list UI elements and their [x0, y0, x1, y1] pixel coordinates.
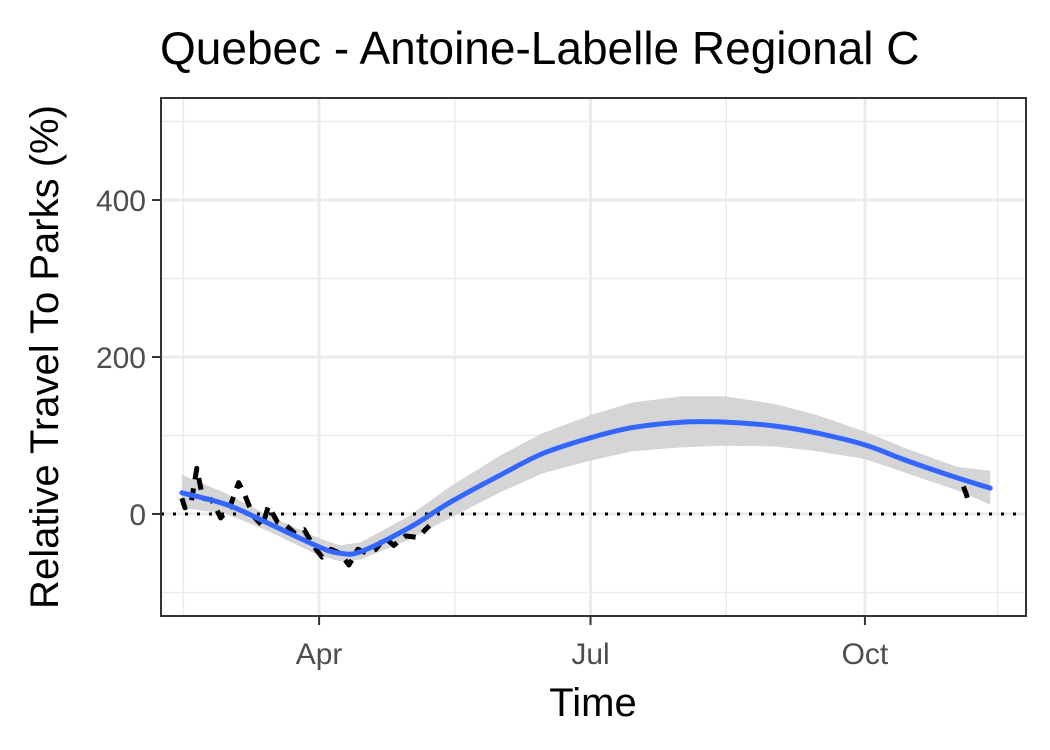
y-tick-label: 200 [96, 342, 146, 375]
y-tick-label: 0 [129, 499, 146, 532]
x-axis-title: Time [549, 681, 636, 725]
y-axis: 0 200 400 [96, 185, 161, 532]
x-tick-label: Apr [296, 638, 343, 671]
y-axis-title: Relative Travel To Parks (%) [23, 105, 67, 609]
smoothed-trend-line [179, 419, 993, 557]
observed-series-line [961, 485, 972, 506]
x-tick-label: Oct [842, 638, 889, 671]
x-tick-label: Jul [571, 638, 609, 671]
x-axis: Apr Jul Oct [296, 616, 889, 671]
confidence-band [181, 396, 991, 562]
y-tick-label: 400 [96, 185, 146, 218]
chart-title: Quebec - Antoine-Labelle Regional C [160, 22, 920, 74]
